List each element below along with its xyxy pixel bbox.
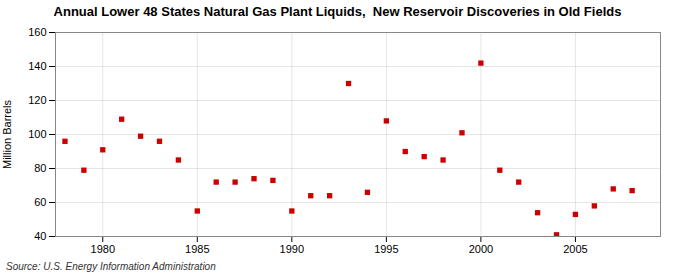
svg-text:2000: 2000 (469, 243, 493, 255)
svg-text:80: 80 (34, 162, 46, 174)
svg-text:120: 120 (28, 94, 46, 106)
svg-text:2005: 2005 (563, 243, 587, 255)
svg-text:60: 60 (34, 196, 46, 208)
svg-text:160: 160 (28, 26, 46, 38)
svg-text:40: 40 (34, 230, 46, 242)
svg-text:1985: 1985 (185, 243, 209, 255)
html-text:Source: U.S. Energy Informatio: Source: U.S. Energy Information Administ… (6, 261, 216, 272)
svg-text:140: 140 (28, 60, 46, 72)
svg-text:Million Barrels: Million Barrels (1, 99, 13, 169)
svg-text:100: 100 (28, 128, 46, 140)
html-text:Annual Lower 48 States Natural: Annual Lower 48 States Natural Gas Plant… (53, 4, 622, 19)
svg-text:1980: 1980 (91, 243, 115, 255)
svg-text:1990: 1990 (280, 243, 304, 255)
svg-text:1995: 1995 (374, 243, 398, 255)
